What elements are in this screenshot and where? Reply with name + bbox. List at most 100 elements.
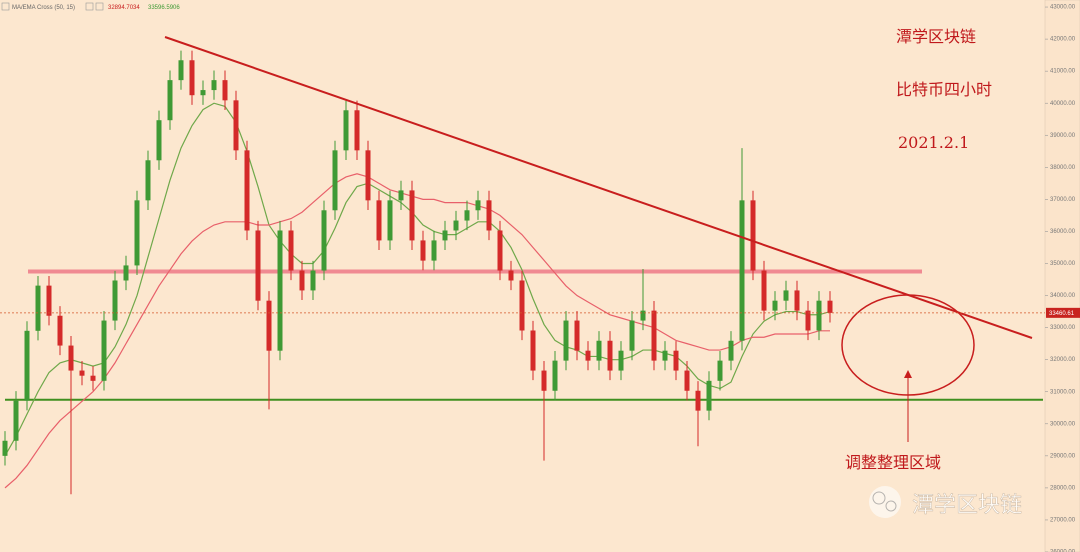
watermark-icon: [885, 500, 897, 512]
candle-body: [673, 350, 679, 371]
candle-body: [90, 375, 96, 381]
candle-body: [365, 150, 371, 201]
candle-body: [145, 160, 151, 201]
y-tick-label: 42000.00: [1050, 37, 1076, 43]
moving-average: [4, 173, 830, 489]
moving-average: [4, 102, 831, 457]
candle-body: [35, 285, 41, 331]
subtitle: 比特币四小时: [896, 80, 992, 99]
y-tick-label: 38000.00: [1050, 165, 1076, 171]
candle-body: [739, 200, 745, 341]
y-tick-label: 30000.00: [1050, 421, 1076, 427]
candle-body: [442, 230, 448, 241]
candle-body: [618, 350, 624, 371]
watermark: 潭学区块链: [869, 486, 1022, 518]
y-tick-label: 43000.00: [1050, 5, 1076, 11]
y-tick-label: 39000.00: [1050, 133, 1076, 139]
candle-body: [497, 230, 503, 271]
candle-body: [13, 400, 19, 441]
candle-body: [750, 200, 756, 271]
candle-body: [244, 150, 250, 231]
candle-body: [629, 320, 635, 351]
y-tick-label: 37000.00: [1050, 197, 1076, 203]
candle-body: [387, 200, 393, 241]
y-tick-label: 29000.00: [1050, 453, 1076, 459]
icon: [85, 2, 94, 11]
candle-body: [409, 190, 415, 241]
icon: [1, 2, 10, 11]
y-tick-label: 36000.00: [1050, 229, 1076, 235]
candle-body: [585, 350, 591, 361]
candle-body: [607, 340, 613, 371]
candle-body: [717, 360, 723, 381]
y-tick-label: 31000.00: [1050, 389, 1076, 395]
candle-body: [299, 270, 305, 291]
candle-body: [706, 380, 712, 411]
candle-body: [805, 310, 811, 331]
candle-body: [508, 270, 514, 281]
candle-body: [123, 265, 129, 281]
candle-body: [563, 320, 569, 361]
y-tick-label: 32000.00: [1050, 357, 1076, 363]
candle-body: [398, 190, 404, 201]
candle-body: [431, 240, 437, 261]
price-label: 33460.61: [1049, 311, 1075, 317]
indicator-label: MA/EMA Cross (50, 15): [12, 5, 75, 11]
candle-body: [530, 330, 536, 371]
y-tick-label: 27000.00: [1050, 518, 1076, 524]
indicator-value: 33596.5906: [148, 5, 180, 11]
candle-body: [343, 110, 349, 151]
candle-body: [728, 340, 734, 361]
candle-body: [167, 80, 173, 121]
candle-body: [816, 300, 822, 331]
candle-body: [475, 200, 481, 211]
y-tick-label: 40000.00: [1050, 101, 1076, 107]
candle-body: [189, 60, 195, 96]
candle-body: [420, 240, 426, 261]
price-axis: [1044, 0, 1080, 552]
y-tick-label: 33000.00: [1050, 325, 1076, 331]
candle-body: [288, 230, 294, 271]
candle-body: [332, 150, 338, 211]
watermark-icon: [869, 486, 901, 518]
candle-body: [541, 370, 547, 391]
candle-body: [321, 210, 327, 271]
y-tick-label: 35000.00: [1050, 261, 1076, 267]
indicator-value: 32894.7034: [108, 5, 140, 11]
candle-body: [684, 370, 690, 391]
candle-body: [277, 230, 283, 351]
y-tick-label: 28000.00: [1050, 485, 1076, 491]
plot: [2, 50, 1043, 495]
candle-body: [266, 300, 272, 351]
candle-body: [233, 100, 239, 151]
candle-body: [222, 80, 228, 101]
candle-body: [574, 320, 580, 351]
candle-body: [178, 60, 184, 81]
candle-body: [783, 290, 789, 301]
trend-line: [164, 36, 1033, 339]
candle-body: [255, 230, 261, 301]
candle-body: [211, 80, 217, 91]
candle-body: [79, 370, 85, 376]
candle-body: [486, 200, 492, 231]
candle-body: [640, 310, 646, 321]
candle-body: [794, 290, 800, 311]
candle-body: [596, 340, 602, 361]
watermark-icon: [872, 491, 886, 505]
y-tick-label: 34000.00: [1050, 293, 1076, 299]
candle-body: [24, 330, 30, 401]
header: MA/EMA Cross (50, 15) 32894.7034 33596.5…: [1, 2, 180, 11]
candle-body: [519, 280, 525, 331]
watermark-text: 潭学区块链: [912, 493, 1022, 518]
candle-body: [827, 300, 833, 313]
annotation: 调整整理区域: [845, 453, 941, 472]
candle-body: [662, 350, 668, 361]
candle-body: [354, 110, 360, 151]
arrow-head: [904, 370, 912, 378]
candle-body: [200, 90, 206, 96]
price-tag: [1046, 307, 1080, 318]
candle-body: [112, 280, 118, 321]
candle-body: [101, 320, 107, 381]
